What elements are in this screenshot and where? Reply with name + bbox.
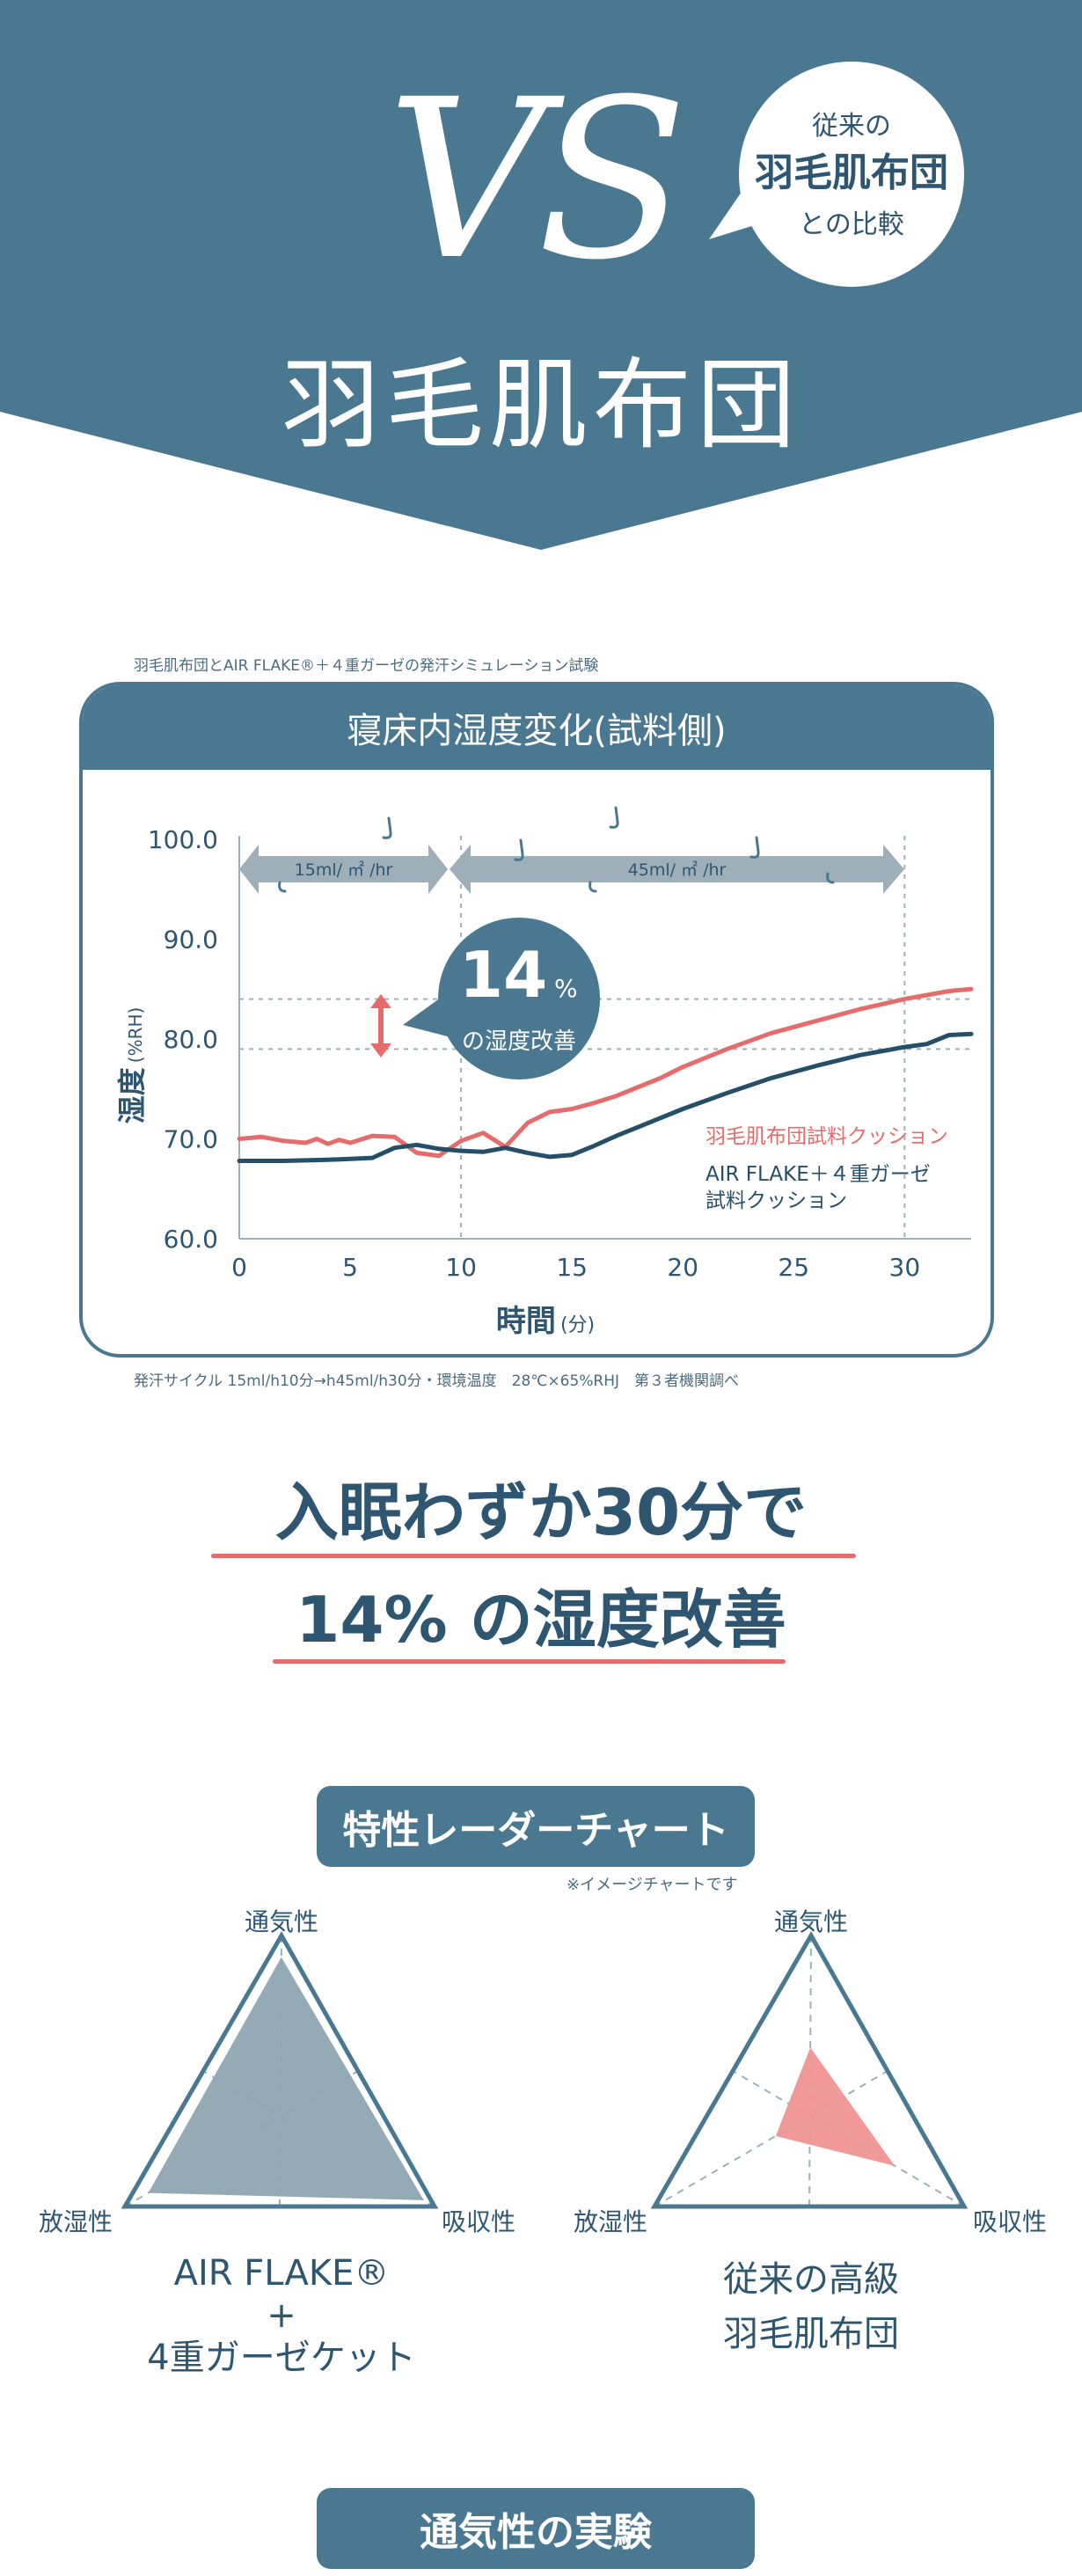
hero-background bbox=[0, 0, 1082, 550]
phase1-label: 15ml/ ㎡ /hr bbox=[294, 860, 393, 880]
test-caption: 羽毛肌布団とAIR FLAKE®＋４重ガーゼの発汗シミュレーション試験 bbox=[134, 657, 599, 675]
y-tick-label: 80.0 bbox=[164, 1025, 218, 1054]
headline-underline1 bbox=[211, 1554, 856, 1558]
legend-red: 羽毛肌布団試料クッション bbox=[705, 1125, 948, 1148]
chart-panel: 寝床内湿度変化(試料側) bbox=[79, 682, 994, 1358]
y-tick-label: 60.0 bbox=[164, 1225, 218, 1254]
vs-mark: VS bbox=[387, 52, 688, 308]
left-axis-right-label: 吸収性 bbox=[442, 2207, 516, 2236]
right-product-name: 従来の高級 羽毛肌布団 bbox=[635, 2252, 987, 2361]
phase2-label: 45ml/ ㎡ /hr bbox=[627, 860, 727, 880]
x-axis-title: 時間 (分) bbox=[422, 1297, 669, 1340]
radar-charts bbox=[121, 1930, 969, 2209]
radar-note: ※イメージチャートです bbox=[567, 1876, 738, 1894]
right-radar bbox=[650, 1930, 969, 2209]
airflow-section-title: 通気性の実験 bbox=[317, 2488, 755, 2569]
phase1-arrow bbox=[239, 845, 448, 894]
legend-navy: AIR FLAKE＋４重ガーゼ 試料クッション bbox=[705, 1161, 931, 1214]
y-tick-label: 100.0 bbox=[148, 825, 218, 854]
chart-panel-title: 寝床内湿度変化(試料側) bbox=[83, 685, 991, 770]
bubble-line2: 羽毛肌布団 bbox=[755, 150, 948, 195]
left-name-line2: + bbox=[267, 2295, 296, 2336]
bubble-line1: 従来の bbox=[812, 111, 891, 142]
phase2-arrow bbox=[450, 845, 904, 894]
left-radar-frame bbox=[121, 1930, 439, 2209]
x-tick-label: 30 bbox=[889, 1253, 921, 1282]
right-radar-frame bbox=[650, 1930, 969, 2209]
left-axis-top-label: 通気性 bbox=[244, 1907, 318, 1936]
x-axis-unit: (分) bbox=[559, 1314, 596, 1336]
hero-title: 羽毛肌布団 bbox=[281, 348, 801, 463]
x-tick-label: 20 bbox=[667, 1253, 698, 1282]
legend-navy-line2: 試料クッション bbox=[705, 1189, 847, 1212]
callout-number: 14 bbox=[459, 938, 548, 1012]
series-line-down bbox=[237, 986, 974, 1159]
right-axis-right-label: 吸収性 bbox=[973, 2207, 1048, 2236]
x-tick-label: 0 bbox=[231, 1253, 247, 1282]
right-axis-top-label: 通気性 bbox=[773, 1907, 848, 1936]
headline-line2: 14% の湿度改善 bbox=[296, 1583, 786, 1657]
right-radar-spoke bbox=[654, 2070, 888, 2207]
left-product-name: AIR FLAKE® + 4重ガーゼケット bbox=[106, 2252, 457, 2379]
right-name-line2: 羽毛肌布団 bbox=[723, 2314, 899, 2354]
left-name-line1: AIR FLAKE® bbox=[173, 2253, 390, 2294]
left-radar bbox=[121, 1930, 439, 2209]
right-axis-left-label: 放湿性 bbox=[574, 2207, 648, 2236]
chart-plot: 0 5 10 15 20 25 30 60.0 70.0 80.0 90.0 100.0 bbox=[148, 825, 974, 1282]
series-line-airflake bbox=[237, 1031, 974, 1163]
right-radar-area bbox=[775, 2047, 896, 2166]
left-name-line3: 4重ガーゼケット bbox=[147, 2338, 416, 2378]
x-tick-label: 25 bbox=[778, 1253, 809, 1282]
headline-line1: 入眠わずか30分で bbox=[274, 1475, 808, 1549]
radar-section-title: 特性レーダーチャート bbox=[317, 1786, 755, 1867]
test-footnote: 発汗サイクル 15ml/h10分→h45ml/h30分・環境温度 28℃×65%… bbox=[134, 1372, 740, 1390]
difference-arrow-icon bbox=[370, 994, 391, 1057]
x-tick-label: 5 bbox=[342, 1253, 358, 1282]
y-tick-label: 70.0 bbox=[164, 1125, 218, 1154]
callout-unit: % bbox=[554, 974, 578, 1003]
sweat-drops bbox=[278, 806, 835, 893]
left-radar-area bbox=[148, 1957, 424, 2200]
callout-bubble bbox=[403, 918, 600, 1079]
x-tick-label: 15 bbox=[556, 1253, 588, 1282]
humidity-chart: 0 5 10 15 20 25 30 60.0 70.0 80.0 90.0 100.0 bbox=[148, 806, 974, 1282]
left-axis-left-label: 放湿性 bbox=[39, 2207, 113, 2236]
bubble-line3: との比較 bbox=[799, 209, 904, 240]
callout-text: の湿度改善 bbox=[461, 1028, 576, 1055]
right-name-line1: 従来の高級 bbox=[723, 2259, 899, 2300]
legend-navy-line1: AIR FLAKE＋４重ガーゼ bbox=[705, 1163, 931, 1186]
x-axis-label: 時間 bbox=[495, 1304, 556, 1339]
headline-underline2 bbox=[273, 1659, 786, 1664]
y-tick-label: 90.0 bbox=[164, 926, 218, 955]
x-tick-label: 10 bbox=[445, 1253, 477, 1282]
